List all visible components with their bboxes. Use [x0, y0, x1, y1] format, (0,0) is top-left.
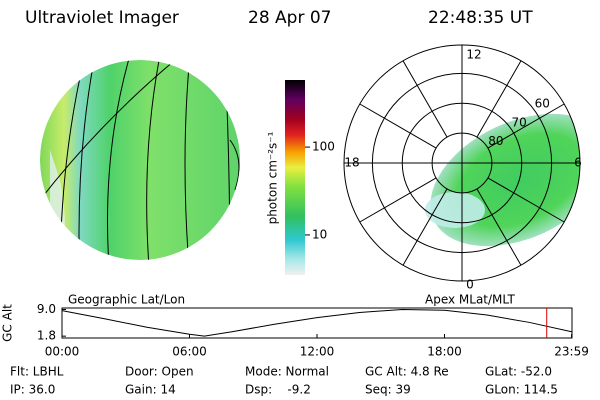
time: 22:48:35 UT — [428, 8, 533, 28]
lat-ring — [401, 102, 523, 224]
info-field: Mode: Normal — [245, 365, 329, 379]
info-field: GLon: 114.5 — [485, 383, 558, 397]
x-tick-label: 12:00 — [300, 345, 335, 359]
colorbar-tick-label: 100 — [312, 140, 335, 154]
mlt-label: 12 — [466, 48, 481, 62]
y-axis-label: GC Alt — [1, 304, 15, 342]
x-tick-label: 06:00 — [172, 345, 207, 359]
mlt-label: 0 — [466, 278, 474, 292]
gc-alt-plot: 9.0 1.8 00:00 06:00 12:00 18:00 23:59 — [37, 302, 589, 359]
info-field: Seq: 39 — [365, 383, 411, 397]
plot-frame — [61, 307, 573, 339]
info-field: GC Alt: 4.8 Re — [365, 365, 449, 379]
map-label: Apex MLat/MLT — [425, 293, 515, 307]
globe-image — [40, 60, 240, 260]
info-field: Dsp: -9.2 — [245, 383, 311, 397]
gc-alt-line — [61, 308, 572, 337]
colorbar-axis: 10 100 — [305, 140, 335, 241]
colorbar-tick-label: 10 — [312, 227, 327, 241]
polar-spoke — [476, 60, 522, 138]
lat-ring — [431, 132, 493, 194]
mlt-label: 6 — [574, 156, 582, 170]
polar-grid — [343, 44, 581, 282]
mlt-label: 18 — [344, 156, 359, 170]
date: 28 Apr 07 — [248, 8, 331, 28]
y-tick-label: 9.0 — [37, 302, 56, 316]
lat-label: 60 — [535, 96, 550, 110]
polar-spoke — [487, 103, 565, 149]
polar-spoke — [487, 177, 565, 223]
colorbar-label: photon cm⁻²s⁻¹ — [266, 131, 280, 224]
info-panel: Flt: LBHL Door: Open Mode: Normal GC Alt: 4… — [10, 365, 558, 397]
x-tick-label: 00:00 — [45, 345, 80, 359]
polar-spoke — [359, 177, 437, 223]
info-field: Gain: 14 — [125, 383, 176, 397]
polar-spoke — [476, 188, 522, 266]
colorbar — [285, 80, 305, 275]
lat-label: 70 — [511, 115, 526, 129]
info-field: GLat: -52.0 — [485, 365, 552, 379]
map-label: Geographic Lat/Lon — [68, 293, 185, 307]
lat-ring — [371, 72, 553, 254]
info-field: Flt: LBHL — [10, 365, 64, 379]
lat-label: 80 — [488, 134, 503, 148]
x-tick-label: 18:00 — [427, 345, 462, 359]
x-tick-label: 23:59 — [554, 345, 589, 359]
info-field: Door: Open — [125, 365, 194, 379]
info-field: IP: 36.0 — [10, 383, 55, 397]
polar-spoke — [402, 188, 448, 266]
y-tick-label: 1.8 — [37, 329, 56, 343]
polar-spoke — [402, 60, 448, 138]
title: Ultraviolet Imager — [25, 8, 179, 28]
polar-spoke — [359, 103, 437, 149]
